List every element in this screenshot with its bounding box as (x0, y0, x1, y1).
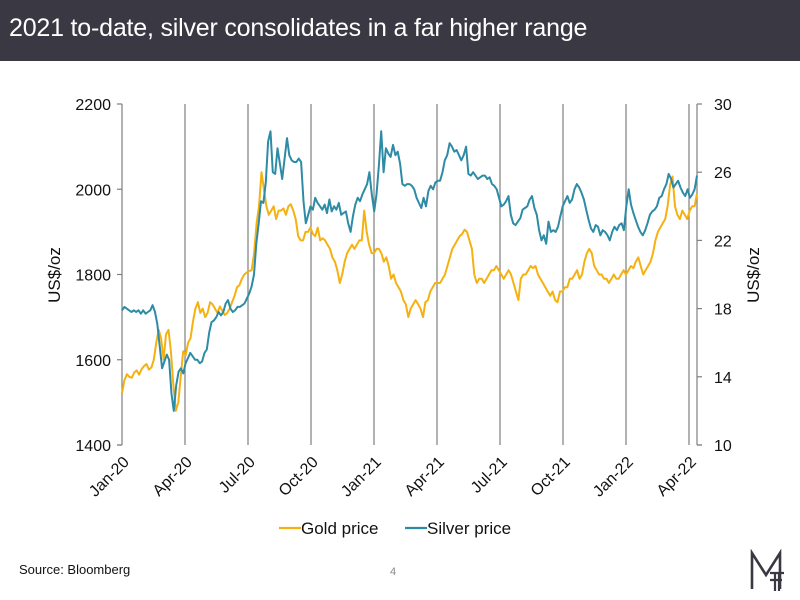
left-y-tick-label: 2000 (75, 182, 111, 199)
source-note: Source: Bloomberg (19, 562, 131, 577)
slide-title: 2021 to-date, silver consolidates in a f… (9, 14, 588, 42)
mf-monogram-icon (750, 549, 784, 591)
left-y-tick-label: 1400 (75, 438, 111, 455)
x-tick-label: Jan-22 (590, 454, 637, 501)
legend: Gold price Silver price (279, 519, 511, 538)
left-y-tick-label: 2200 (75, 97, 111, 114)
x-tick-label: Jan-21 (338, 454, 385, 501)
slide-header: 2021 to-date, silver consolidates in a f… (0, 0, 800, 61)
x-tick-label: Jul-21 (468, 454, 511, 497)
left-y-tick-label: 1600 (75, 353, 111, 370)
right-y-tick-label: 30 (714, 97, 732, 114)
right-y-tick-label: 18 (714, 302, 732, 319)
left-y-axis-ticks: 1400 1600 1800 2000 2200 (75, 97, 122, 455)
x-tick-label: Oct-21 (528, 454, 574, 500)
left-y-axis-title: US$/oz (45, 247, 64, 303)
left-y-tick-label: 1800 (75, 268, 111, 285)
legend-label-gold-price: Gold price (301, 519, 378, 538)
right-y-axis-ticks: 10 14 18 22 26 30 (697, 97, 732, 455)
x-tick-label: Apr-20 (150, 454, 196, 500)
x-axis-ticks: Jan-20 Apr-20 Jul-20 Oct-20 Jan-21 Apr-21 Jul-… (86, 454, 700, 501)
right-y-tick-label: 14 (714, 370, 732, 387)
right-y-axis-title: US$/oz (744, 247, 763, 303)
legend-label-silver-price: Silver price (427, 519, 511, 538)
x-tick-label: Jan-20 (86, 454, 133, 501)
gold-price-line (121, 171, 698, 412)
right-y-tick-label: 22 (714, 233, 732, 250)
series-lines (121, 130, 698, 412)
x-tick-label: Oct-20 (276, 454, 322, 500)
right-y-tick-label: 26 (714, 165, 732, 182)
x-tick-label: Apr-21 (402, 454, 448, 500)
x-tick-label: Apr-22 (654, 454, 700, 500)
right-y-tick-label: 10 (714, 438, 732, 455)
silver-price-line (121, 130, 698, 412)
x-tick-label: Jul-20 (216, 454, 259, 497)
page-number: 4 (390, 566, 397, 578)
